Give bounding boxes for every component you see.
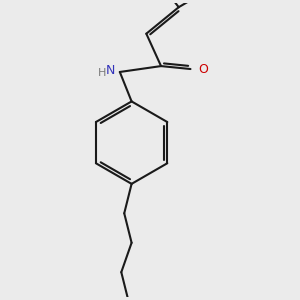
- Text: O: O: [198, 62, 208, 76]
- Text: H: H: [98, 68, 106, 78]
- Text: N: N: [106, 64, 116, 77]
